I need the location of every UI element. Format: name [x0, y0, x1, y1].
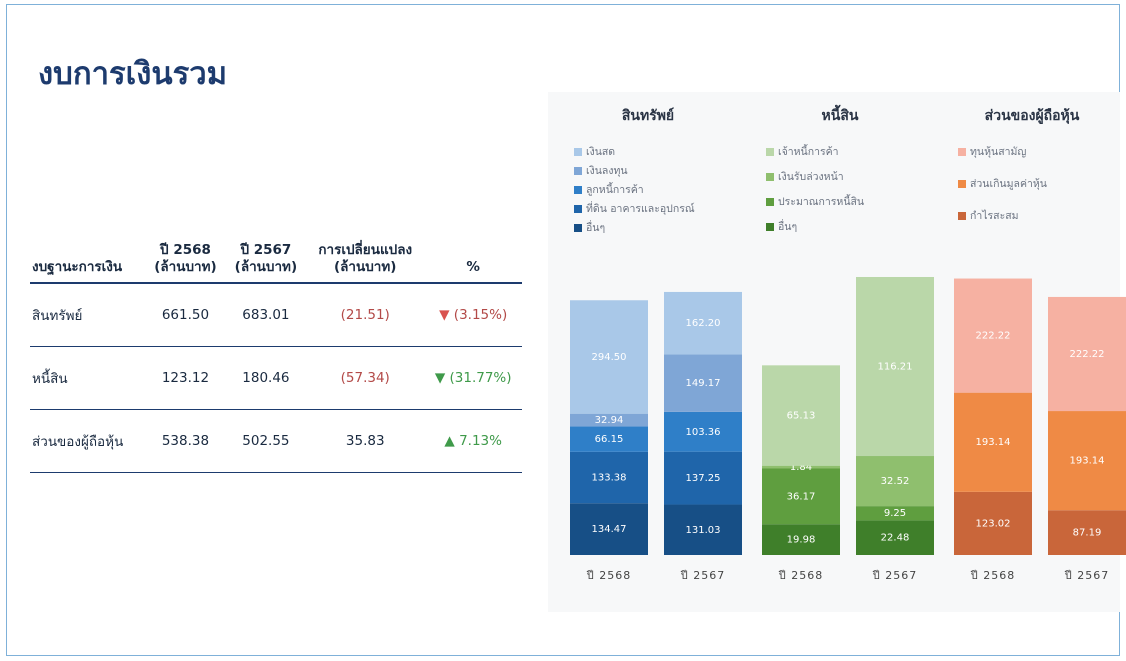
- header-cell: งบฐานะการเงิน: [30, 236, 146, 284]
- cell: 35.83: [306, 409, 425, 473]
- pct: (31.77%): [449, 370, 512, 386]
- header-cell: ปี 2567 (ล้านบาท): [225, 236, 307, 284]
- page-title: งบการเงินรวม: [38, 56, 228, 92]
- cell: 180.46: [225, 346, 307, 410]
- cell: (57.34): [306, 346, 425, 410]
- cell: หนี้สิน: [30, 346, 146, 410]
- down-arrow: ▼: [434, 370, 446, 386]
- up-arrow: ▲: [444, 433, 455, 449]
- pct: 7.13%: [459, 433, 502, 449]
- row: ส่วนของผู้ถือหุ้น 538.38 502.55 35.83 ▲ …: [30, 409, 522, 473]
- cell: สินทรัพย์: [30, 283, 146, 347]
- header-cell: %: [424, 236, 522, 284]
- cell: 502.55: [225, 409, 307, 473]
- header-cell: ปี 2568 (ล้านบาท): [145, 236, 226, 284]
- financial-table: งบฐานะการเงิน ปี 2568 (ล้านบาท) ปี 2567 …: [30, 236, 522, 473]
- cell: ส่วนของผู้ถือหุ้น: [30, 409, 146, 473]
- cell: (21.51): [306, 283, 425, 347]
- cell: ▲ 7.13%: [424, 409, 522, 473]
- cell: ▼ (31.77%): [424, 346, 522, 410]
- cell: ▼ (3.15%): [424, 283, 522, 347]
- row: สินทรัพย์ 661.50 683.01 (21.51) ▼ (3.15%…: [30, 283, 522, 347]
- cell: 683.01: [225, 283, 307, 347]
- header-cell: การเปลี่ยนแปลง (ล้านบาท): [306, 236, 425, 284]
- down-arrow: ▼: [439, 307, 450, 323]
- cell: 661.50: [145, 283, 226, 347]
- header-row: งบฐานะการเงิน ปี 2568 (ล้านบาท) ปี 2567 …: [30, 236, 522, 284]
- cell: 538.38: [145, 409, 226, 473]
- cell: 123.12: [145, 346, 226, 410]
- pct: (3.15%): [453, 307, 508, 323]
- row: หนี้สิน 123.12 180.46 (57.34) ▼ (31.77%): [30, 346, 522, 410]
